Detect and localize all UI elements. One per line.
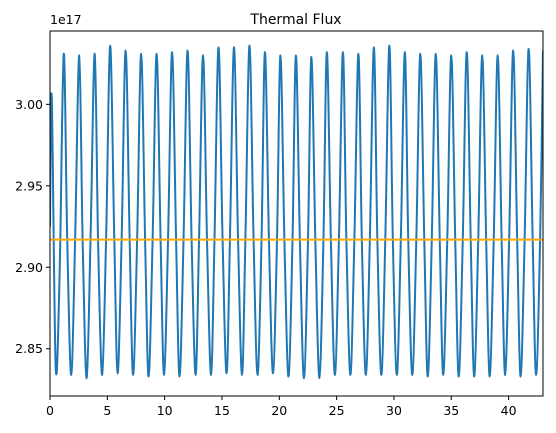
y-offset-label: 1e17 <box>50 12 82 27</box>
plot-frame <box>49 30 544 397</box>
x-tick-label: 40 <box>501 403 517 418</box>
x-tick-label: 15 <box>214 403 230 418</box>
y-tick-label: 3.00 <box>15 97 43 112</box>
x-tick-label: 25 <box>329 403 345 418</box>
y-tick-label: 2.85 <box>15 341 43 356</box>
y-tick-label: 2.95 <box>15 178 43 193</box>
chart-title: Thermal Flux <box>249 12 341 28</box>
x-tick-label: 20 <box>271 403 287 418</box>
x-tick-label: 0 <box>46 403 54 418</box>
x-tick-label: 35 <box>443 403 459 418</box>
x-tick-label: 5 <box>103 403 111 418</box>
x-tick-label: 10 <box>157 403 173 418</box>
x-tick-label: 30 <box>386 403 402 418</box>
y-tick-label: 2.90 <box>15 260 43 275</box>
series-line-0 <box>50 44 543 380</box>
